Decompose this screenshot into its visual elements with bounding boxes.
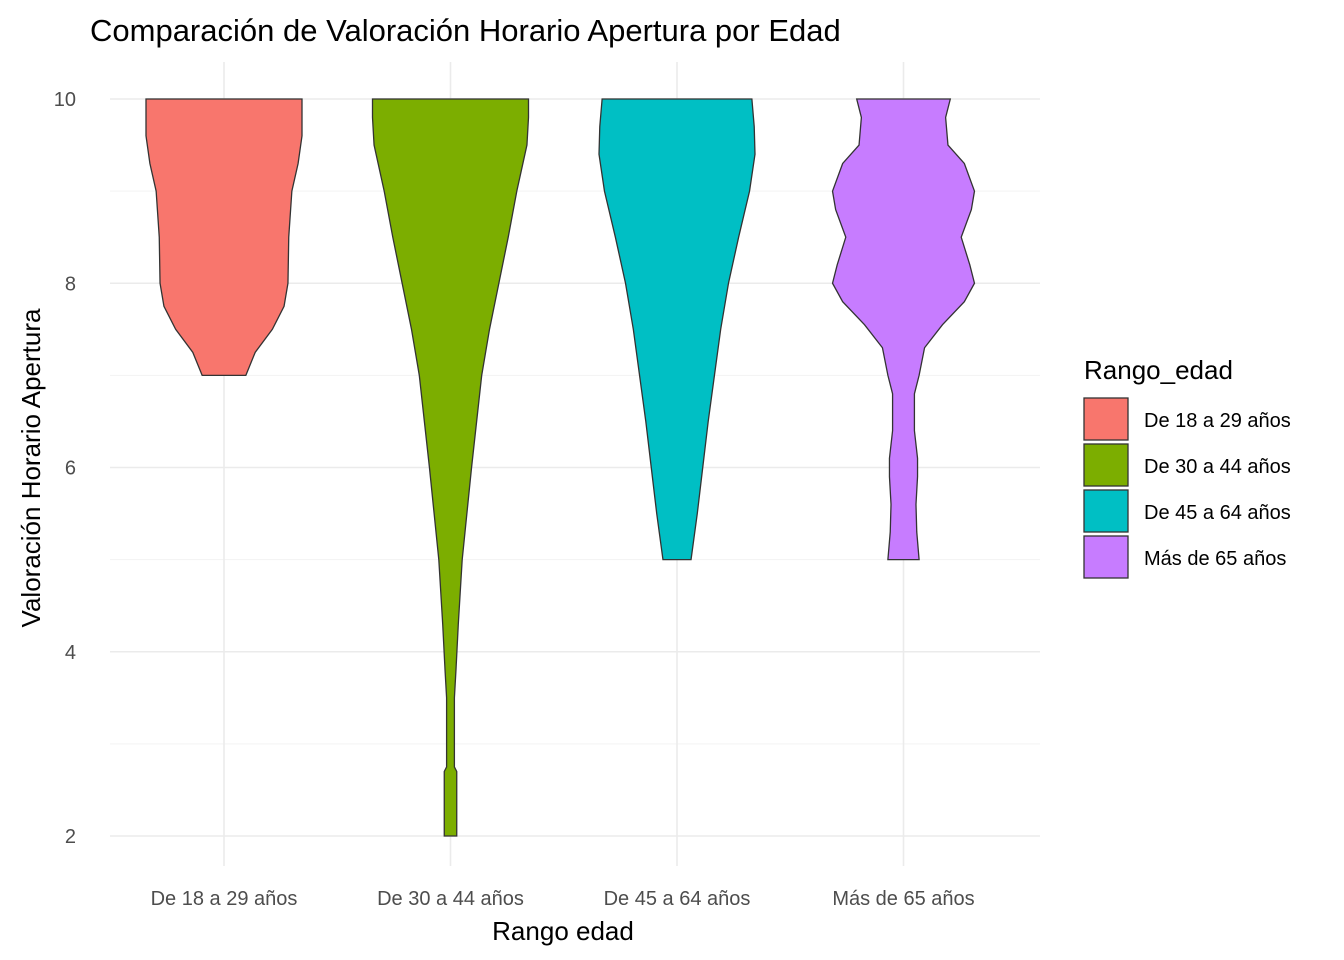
x-tick-label: Más de 65 años (832, 888, 974, 910)
legend: Rango_edad De 18 a 29 años De 30 a 44 año… (1083, 355, 1291, 579)
legend-label: De 30 a 44 años (1144, 456, 1291, 478)
legend-key (1083, 535, 1129, 579)
legend-key (1083, 443, 1129, 487)
x-axis-title: Rango edad (492, 916, 634, 946)
x-tick-label: De 30 a 44 años (377, 888, 524, 910)
y-axis-ticks: 2 4 6 8 10 (54, 89, 76, 848)
legend-label: De 18 a 29 años (1144, 410, 1291, 432)
x-axis-ticks: De 18 a 29 años De 30 a 44 años De 45 a 64… (151, 888, 975, 910)
x-tick-label: De 45 a 64 años (604, 888, 751, 910)
legend-label: De 45 a 64 años (1144, 502, 1291, 524)
y-tick-label: 8 (65, 273, 76, 295)
violin-0 (145, 98, 303, 377)
y-tick-label: 2 (65, 826, 76, 848)
x-tick-label: De 18 a 29 años (151, 888, 298, 910)
legend-title: Rango_edad (1084, 355, 1233, 385)
legend-key (1083, 397, 1129, 441)
legend-key (1083, 489, 1129, 533)
chart-title: Comparación de Valoración Horario Apertu… (90, 13, 841, 48)
violin-3 (831, 98, 976, 561)
y-tick-label: 6 (65, 458, 76, 480)
y-tick-label: 10 (54, 89, 76, 111)
y-tick-label: 4 (65, 642, 76, 664)
violins (145, 98, 976, 837)
legend-label: Más de 65 años (1144, 548, 1286, 570)
violin-1 (371, 98, 530, 837)
y-axis-title: Valoración Horario Apertura (16, 308, 46, 627)
violin-2 (598, 98, 756, 561)
